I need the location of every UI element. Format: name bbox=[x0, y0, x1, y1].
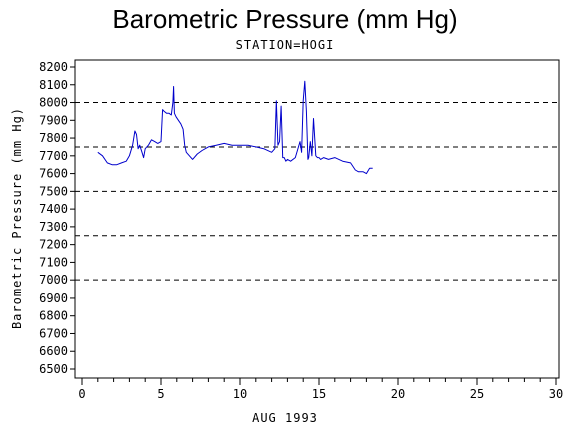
x-axis-label: AUG 1993 bbox=[252, 411, 318, 425]
y-axis: 6500 6600 6700 6800 6900 7000 7100 7200 7300 7400… bbox=[39, 60, 75, 376]
y-tick-label: 7400 bbox=[39, 202, 68, 216]
y-tick-label: 6700 bbox=[39, 326, 68, 340]
y-tick-label: 8200 bbox=[39, 60, 68, 74]
y-tick-label: 7500 bbox=[39, 184, 68, 198]
reference-lines bbox=[75, 102, 559, 281]
y-tick-label: 7200 bbox=[39, 238, 68, 252]
y-tick-label: 6600 bbox=[39, 344, 68, 358]
y-tick-label: 7800 bbox=[39, 131, 68, 145]
x-tick-label: 0 bbox=[78, 387, 85, 401]
y-tick-label: 8100 bbox=[39, 78, 68, 92]
plot-frame bbox=[74, 59, 560, 379]
y-tick-label: 7600 bbox=[39, 167, 68, 181]
x-tick-label: 10 bbox=[233, 387, 247, 401]
y-tick-label: 7700 bbox=[39, 149, 68, 163]
chart-subtitle: STATION=HOGI bbox=[235, 38, 335, 52]
x-tick-label: 15 bbox=[312, 387, 326, 401]
y-tick-label: 6800 bbox=[39, 309, 68, 323]
x-axis: 0 5 10 15 20 25 30 bbox=[78, 378, 563, 401]
x-tick-label: 30 bbox=[549, 387, 563, 401]
y-tick-label: 7100 bbox=[39, 255, 68, 269]
y-tick-label: 6900 bbox=[39, 291, 68, 305]
y-tick-label: 7000 bbox=[39, 273, 68, 287]
x-tick-label: 20 bbox=[391, 387, 405, 401]
y-tick-label: 7900 bbox=[39, 113, 68, 127]
x-tick-label: 25 bbox=[470, 387, 484, 401]
series-layer bbox=[97, 80, 373, 175]
y-tick-label: 6500 bbox=[39, 362, 68, 376]
y-tick-label: 7300 bbox=[39, 220, 68, 234]
x-tick-label: 5 bbox=[157, 387, 164, 401]
y-tick-label: 8000 bbox=[39, 96, 68, 110]
pressure-series-line bbox=[97, 80, 373, 175]
chart-title: Barometric Pressure (mm Hg) bbox=[112, 4, 458, 34]
